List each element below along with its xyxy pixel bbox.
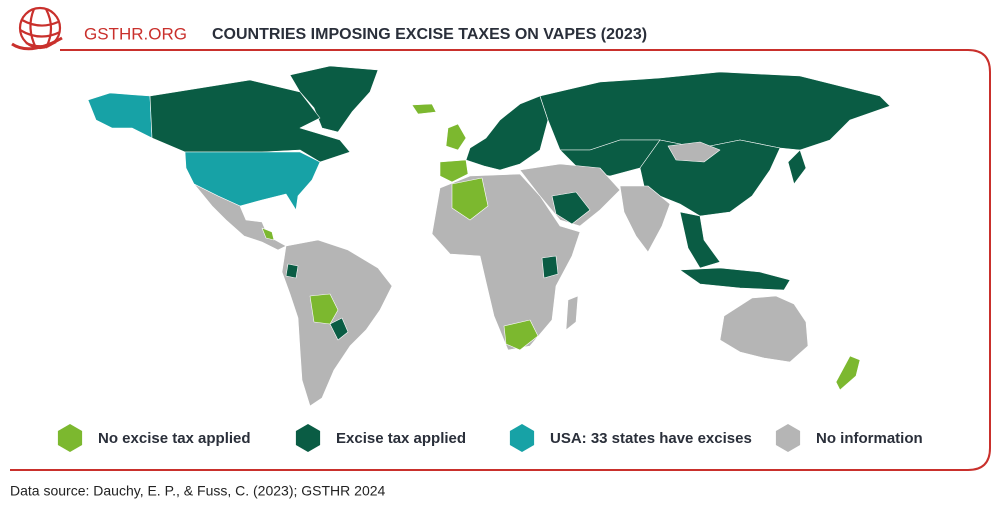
legend-swatch: [775, 424, 801, 452]
uk: [445, 123, 467, 151]
usa: [184, 151, 321, 211]
legend-label: No excise tax applied: [98, 430, 251, 447]
europe: [465, 95, 549, 171]
logo-icon: [11, 6, 63, 51]
central-america: [261, 227, 275, 241]
legend: No excise tax applied Excise tax applied U…: [57, 424, 923, 452]
south-africa: [503, 319, 539, 351]
iceland: [411, 103, 437, 115]
russia: [539, 71, 891, 151]
new-zealand: [835, 355, 861, 391]
indonesia: [679, 267, 791, 291]
kenya: [541, 255, 559, 279]
iberia: [439, 159, 469, 183]
algeria: [451, 177, 489, 221]
australia: [719, 295, 809, 363]
legend-label: Excise tax applied: [336, 430, 466, 447]
legend-swatch: [509, 424, 535, 452]
se-asia: [679, 211, 721, 269]
japan: [787, 149, 807, 185]
bolivia: [309, 293, 339, 325]
greenland: [289, 65, 379, 133]
paraguay: [329, 317, 349, 341]
colombia: [285, 263, 299, 279]
legend-label: No information: [816, 430, 923, 447]
world-map: [87, 65, 891, 407]
frame: [10, 49, 991, 471]
legend-swatch: [57, 424, 83, 452]
madagascar: [565, 295, 579, 331]
legend-swatch: [295, 424, 321, 452]
saudi: [551, 191, 591, 225]
logo-text: GSTHR.ORG: [84, 24, 187, 43]
mongolia: [667, 141, 721, 163]
alaska: [87, 92, 153, 139]
chart-title: COUNTRIES IMPOSING EXCISE TAXES ON VAPES…: [212, 26, 647, 43]
source-note: Data source: Dauchy, E. P., & Fuss, C. (…: [10, 483, 386, 499]
legend-label: USA: 33 states have excises: [550, 430, 752, 447]
india: [619, 185, 671, 253]
